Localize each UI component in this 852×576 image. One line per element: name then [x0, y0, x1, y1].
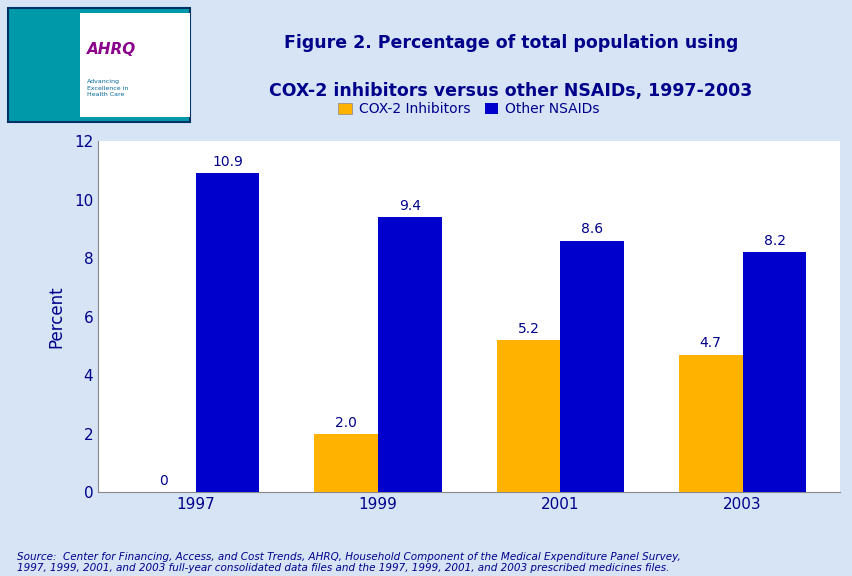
Bar [678, 355, 742, 492]
Text: 4.7: 4.7 [699, 336, 721, 350]
Y-axis label: Percent: Percent [48, 286, 66, 348]
Text: 8.2: 8.2 [763, 234, 785, 248]
Text: Advancing
Excellence in
Health Care: Advancing Excellence in Health Care [87, 79, 129, 97]
Text: 9.4: 9.4 [399, 199, 420, 213]
Text: 8.6: 8.6 [580, 222, 602, 236]
Bar [9, 7, 190, 122]
Text: 5.2: 5.2 [517, 322, 538, 336]
Text: Figure 2. Percentage of total population using: Figure 2. Percentage of total population… [284, 34, 737, 52]
Bar [496, 340, 560, 492]
Text: AHRQ: AHRQ [87, 41, 136, 57]
Bar [195, 173, 259, 492]
Text: Source:  Center for Financing, Access, and Cost Trends, AHRQ, Household Componen: Source: Center for Financing, Access, an… [17, 552, 680, 573]
Text: 2.0: 2.0 [335, 415, 357, 430]
Bar [377, 217, 441, 492]
Text: 10.9: 10.9 [212, 155, 243, 169]
Bar [742, 252, 805, 492]
Bar [80, 13, 190, 116]
Legend: COX-2 Inhibitors, Other NSAIDs: COX-2 Inhibitors, Other NSAIDs [338, 103, 599, 116]
Text: 0: 0 [159, 474, 168, 488]
Text: COX-2 inhibitors versus other NSAIDs, 1997-2003: COX-2 inhibitors versus other NSAIDs, 19… [269, 82, 751, 100]
Bar [314, 434, 377, 492]
Bar [560, 241, 624, 492]
